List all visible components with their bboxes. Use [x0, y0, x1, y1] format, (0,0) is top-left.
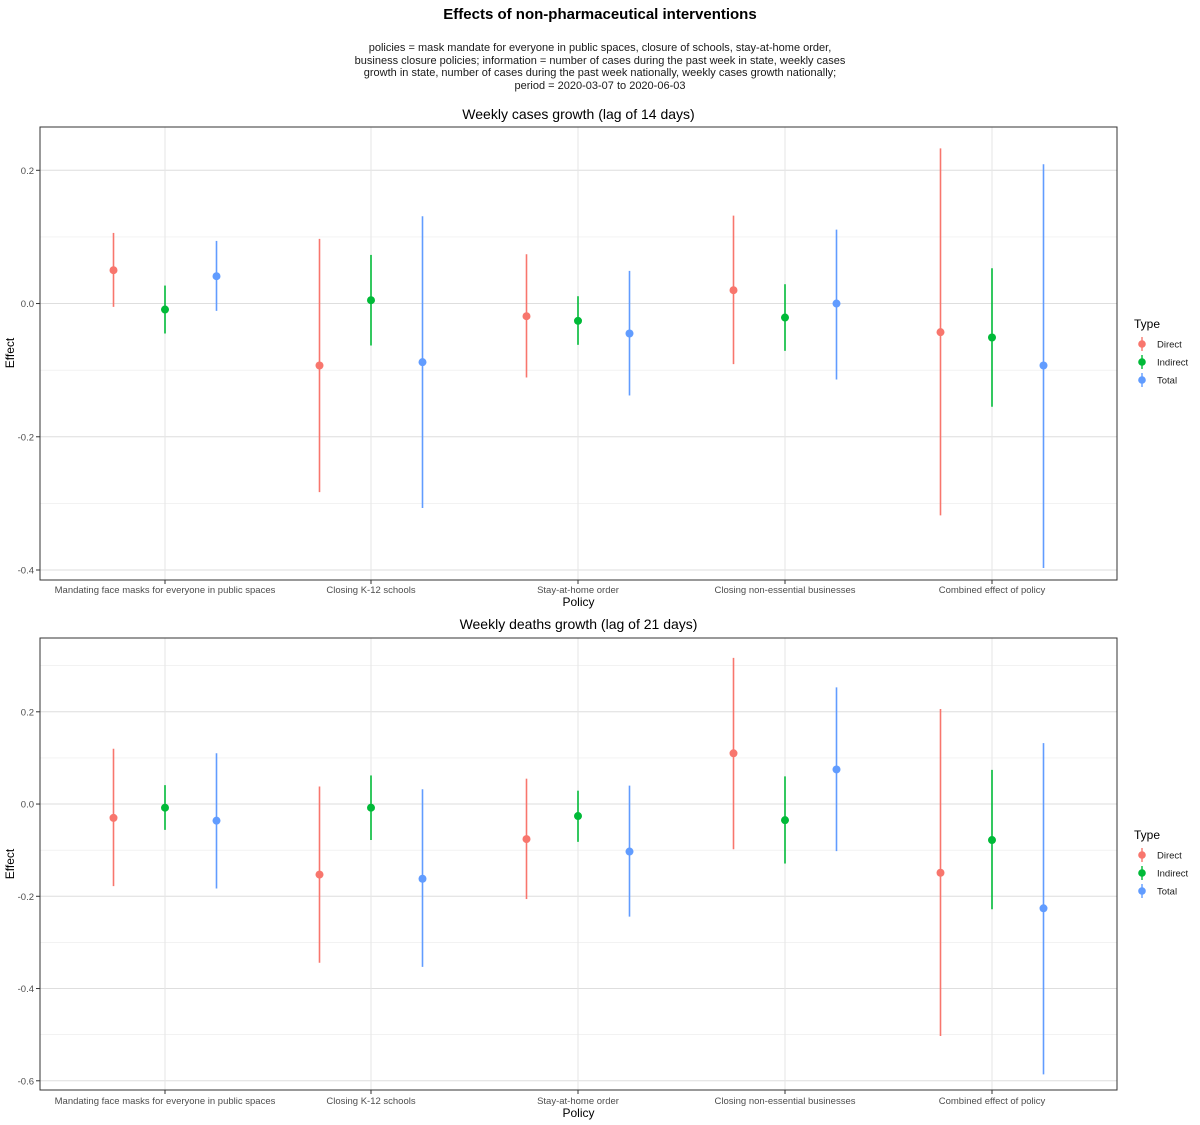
point-indirect [161, 305, 169, 314]
panel-title: Weekly cases growth (lag of 14 days) [462, 106, 694, 122]
point-direct [729, 286, 738, 295]
point-total [418, 358, 427, 367]
chart-panel-2: Weekly deaths growth (lag of 21 days) -0.… [3, 616, 1189, 1120]
y-tick-label: 0.2 [21, 707, 34, 718]
point-direct [522, 312, 531, 321]
legend-label: Indirect [1157, 869, 1189, 880]
point-indirect [781, 313, 789, 322]
legend-key-point [1138, 869, 1146, 877]
x-tick-label: Mandating face masks for everyone in pub… [55, 585, 276, 596]
point-total [1039, 904, 1048, 913]
point-indirect [367, 803, 375, 812]
y-tick-label: 0.2 [21, 166, 34, 177]
y-tick-label: 0.0 [21, 800, 34, 811]
point-total [212, 272, 221, 281]
point-direct [315, 870, 324, 879]
point-direct [936, 328, 945, 337]
legend-key-point [1138, 376, 1146, 384]
y-tick-label: -0.2 [18, 432, 34, 443]
point-indirect [574, 316, 582, 325]
x-tick-label: Stay-at-home order [537, 1096, 619, 1107]
point-direct [109, 813, 118, 822]
legend-title: Type [1134, 317, 1160, 331]
point-total [832, 299, 841, 308]
y-tick-label: -0.6 [18, 1076, 34, 1087]
point-direct [936, 868, 945, 877]
legend-label: Indirect [1157, 358, 1189, 369]
y-tick-label: -0.4 [18, 566, 34, 577]
y-axis-label: Effect [3, 337, 17, 368]
legend-label: Direct [1157, 340, 1182, 351]
x-tick-label: Combined effect of policy [939, 585, 1046, 596]
x-tick-label: Combined effect of policy [939, 1096, 1046, 1107]
chart-panel-1: Weekly cases growth (lag of 14 days) -0.4… [3, 106, 1189, 609]
point-direct [729, 749, 738, 758]
legend-title: Type [1134, 828, 1160, 842]
point-indirect [574, 812, 582, 821]
x-tick-label: Closing non-essential businesses [715, 1096, 856, 1107]
panel-title: Weekly deaths growth (lag of 21 days) [460, 616, 698, 632]
subtitle-line: policies = mask mandate for everyone in … [368, 42, 832, 54]
x-tick-label: Closing non-essential businesses [715, 585, 856, 596]
subtitle-line: business closure policies; information =… [354, 54, 846, 67]
point-total [832, 765, 841, 774]
legend-label: Total [1157, 887, 1177, 898]
point-indirect [161, 803, 169, 812]
legend-key-point [1138, 851, 1146, 859]
point-total [418, 874, 427, 883]
x-axis-label: Policy [562, 1106, 594, 1120]
y-axis-label: Effect [3, 848, 17, 879]
point-total [625, 847, 634, 856]
legend-key-point [1138, 358, 1146, 366]
point-total [1039, 361, 1048, 370]
point-indirect [367, 296, 375, 305]
legend: Type Direct Indirect Total [1134, 828, 1189, 898]
x-tick-label: Stay-at-home order [537, 585, 619, 596]
legend-key-point [1138, 887, 1146, 895]
x-axis-label: Policy [562, 595, 594, 609]
legend-key-point [1138, 340, 1146, 348]
point-indirect [988, 836, 996, 845]
subtitle-line: period = 2020-03-07 to 2020-06-03 [514, 79, 686, 92]
y-tick-label: -0.4 [18, 984, 34, 995]
point-total [625, 329, 634, 338]
y-tick-label: 0.0 [21, 299, 34, 310]
x-tick-label: Mandating face masks for everyone in pub… [55, 1096, 276, 1107]
y-tick-label: -0.2 [18, 892, 34, 903]
figure-title: Effects of non-pharmaceutical interventi… [443, 6, 757, 23]
figure-subtitle: policies = mask mandate for everyone in … [340, 42, 860, 92]
subtitle-line: growth in state, number of cases during … [363, 67, 837, 79]
legend: Type Direct Indirect Total [1134, 317, 1189, 387]
legend-label: Total [1157, 376, 1177, 387]
point-total [212, 816, 221, 825]
point-direct [315, 361, 324, 370]
x-tick-label: Closing K-12 schools [326, 1096, 415, 1107]
point-direct [109, 266, 118, 275]
point-indirect [781, 816, 789, 825]
point-direct [522, 835, 531, 844]
point-indirect [988, 333, 996, 342]
legend-label: Direct [1157, 851, 1182, 862]
x-tick-label: Closing K-12 schools [326, 585, 415, 596]
